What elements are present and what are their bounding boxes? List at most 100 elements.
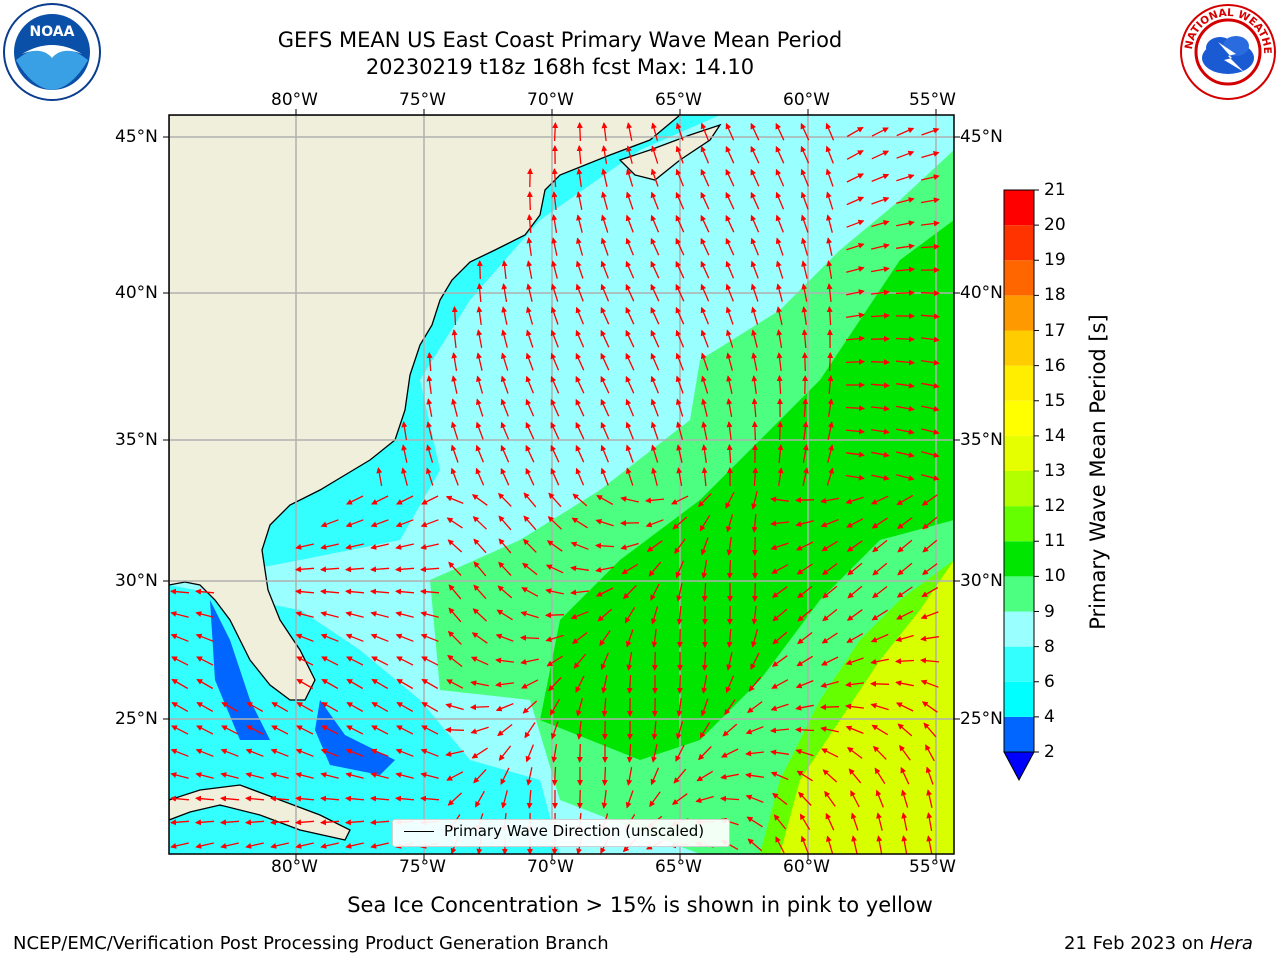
- wave-arrow: [597, 608, 613, 622]
- wave-arrow: [896, 474, 915, 481]
- wave-arrow: [471, 632, 488, 644]
- wave-arrow: [320, 633, 339, 642]
- wave-arrow: [775, 168, 785, 187]
- wave-arrow: [847, 562, 863, 576]
- wave-arrow: [775, 145, 785, 164]
- wave-arrow: [871, 609, 888, 621]
- colorbar-segment: [1004, 506, 1034, 542]
- wave-arrow: [626, 766, 633, 786]
- wave-arrow: [496, 609, 513, 621]
- wave-arrow: [421, 702, 439, 712]
- wave-arrow: [645, 497, 665, 504]
- wave-arrow: [650, 237, 660, 256]
- wave-arrow: [845, 312, 865, 319]
- wave-arrow: [426, 398, 433, 417]
- wave-arrow: [576, 743, 583, 763]
- wave-arrow: [296, 702, 314, 712]
- wave-arrow: [501, 283, 508, 303]
- wave-arrow: [700, 122, 709, 141]
- wave-arrow: [920, 359, 940, 366]
- wave-arrow: [826, 283, 833, 302]
- wave-arrow: [797, 608, 813, 622]
- wave-arrow: [675, 375, 684, 394]
- wave-arrow: [776, 329, 783, 349]
- wave-arrow: [796, 655, 814, 667]
- wave-arrow: [395, 772, 414, 779]
- wave-arrow: [676, 605, 683, 625]
- wave-arrow: [700, 145, 710, 164]
- wave-arrow: [645, 519, 664, 528]
- wave-arrow: [571, 517, 588, 529]
- wave-arrow: [651, 467, 658, 486]
- wave-arrow: [651, 720, 658, 740]
- wave-arrow: [346, 656, 364, 666]
- wave-arrow: [699, 721, 711, 739]
- wave-arrow: [396, 702, 414, 712]
- wave-arrow: [798, 791, 812, 806]
- wave-arrow: [550, 421, 560, 440]
- wave-arrow: [751, 421, 758, 441]
- wave-arrow: [700, 698, 709, 717]
- lon-label-bottom: 80°W: [271, 857, 318, 877]
- wave-arrow: [345, 611, 364, 618]
- wave-arrow: [420, 566, 440, 573]
- wave-arrow: [526, 260, 533, 279]
- wave-arrow: [870, 658, 889, 665]
- wave-arrow: [670, 495, 689, 505]
- wave-arrow: [500, 467, 510, 486]
- wave-arrow: [245, 842, 264, 849]
- wave-arrow: [822, 769, 838, 783]
- wave-arrow: [675, 260, 685, 279]
- wave-arrow: [870, 266, 890, 273]
- wave-arrow: [295, 543, 314, 550]
- wave-arrow: [776, 375, 783, 395]
- wave-arrow: [820, 680, 839, 688]
- wave-arrow: [625, 398, 635, 417]
- wave-arrow: [846, 242, 865, 251]
- wave-arrow: [775, 214, 784, 233]
- wave-arrow: [872, 539, 888, 553]
- lon-label-top: 65°W: [655, 90, 702, 110]
- wave-arrow: [625, 191, 634, 210]
- wave-arrow: [900, 789, 909, 808]
- wave-arrow: [846, 219, 865, 228]
- wave-arrow: [446, 517, 463, 529]
- wave-arrow: [751, 398, 758, 418]
- wave-arrow: [895, 266, 915, 273]
- wave-arrow: [551, 168, 558, 188]
- wave-arrow: [295, 588, 315, 595]
- wave-arrow: [195, 748, 214, 757]
- lat-label-right: 40°N: [960, 283, 1003, 303]
- wave-arrow: [801, 352, 808, 372]
- wave-arrow: [926, 835, 933, 854]
- wave-arrow: [446, 771, 464, 781]
- wave-arrow: [271, 725, 289, 735]
- lon-label-bottom: 60°W: [783, 857, 830, 877]
- wave-arrow: [625, 306, 635, 325]
- wave-arrow: [170, 772, 189, 779]
- colorbar-tick-label: 19: [1044, 250, 1066, 271]
- date-text: 21 Feb 2023 on: [1064, 933, 1205, 954]
- colorbar-tick-label: 10: [1044, 566, 1066, 587]
- wave-arrow: [601, 145, 608, 165]
- wave-arrow: [620, 496, 639, 503]
- colorbar-segment: [1004, 576, 1034, 612]
- wave-arrow: [425, 444, 434, 463]
- wave-arrow: [775, 122, 785, 141]
- wave-arrow: [845, 405, 865, 412]
- wave-arrow: [245, 748, 264, 757]
- wave-arrow: [845, 335, 865, 342]
- wave-arrow: [396, 725, 414, 735]
- wave-arrow: [775, 260, 784, 279]
- colorbar-segment: [1004, 225, 1034, 261]
- wave-arrow: [920, 657, 940, 664]
- wave-arrow: [750, 145, 760, 164]
- wave-arrow: [626, 122, 633, 141]
- wave-arrow: [451, 375, 458, 394]
- wave-arrow: [500, 375, 509, 394]
- wave-arrow: [901, 812, 908, 831]
- wave-arrow: [895, 336, 915, 343]
- wave-arrow: [825, 191, 834, 210]
- wave-arrow: [777, 421, 784, 441]
- wave-arrow: [371, 656, 389, 666]
